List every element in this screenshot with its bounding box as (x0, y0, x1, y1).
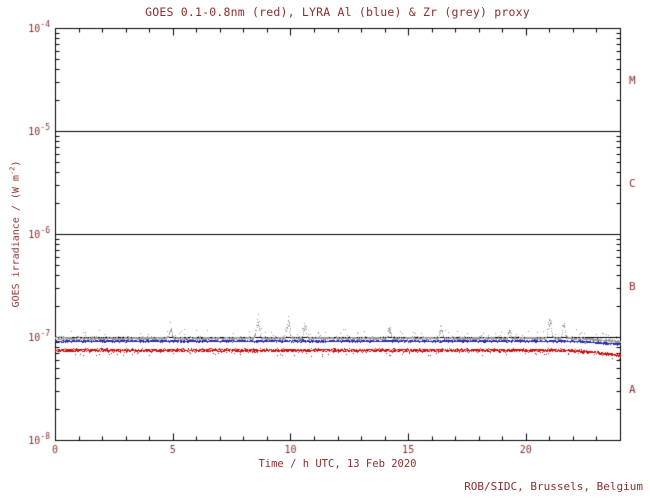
x-axis-label: Time / h UTC, 13 Feb 2020 (258, 458, 417, 470)
y-axis-label-suffix: ) (10, 160, 22, 167)
y-axis-label-exponent: -2 (8, 166, 17, 176)
y-axis-label: GOES irradiance / (W m-2) (8, 161, 21, 308)
y-axis-label-prefix: GOES irradiance / (W m (10, 175, 22, 308)
credit-text: ROB/SIDC, Brussels, Belgium (464, 480, 643, 493)
chart-title: GOES 0.1-0.8nm (red), LYRA Al (blue) & Z… (145, 5, 530, 19)
